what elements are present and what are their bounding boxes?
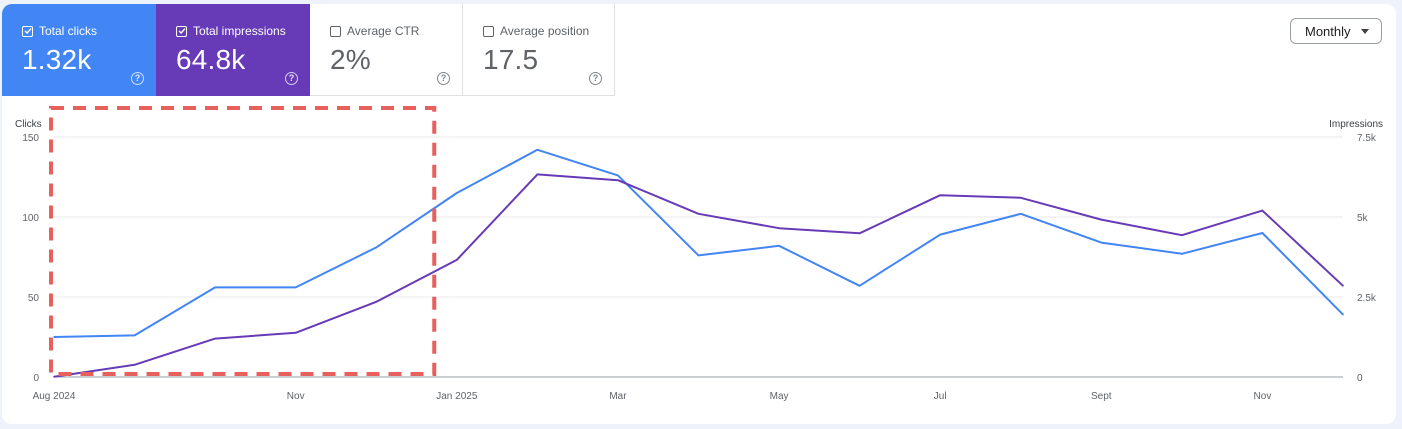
x-axis-tick-label: Nov [1254, 391, 1272, 402]
left-axis-title: Clicks [15, 119, 42, 130]
impressions-data-point [1342, 285, 1344, 287]
impressions-data-point [294, 332, 297, 334]
highlight-box [49, 106, 437, 376]
right-axis-tick-label: 7.5k [1357, 133, 1377, 144]
clicks-data-point [1100, 241, 1103, 244]
average-position-value: 17.5 [483, 44, 539, 75]
total-impressions-header: Total impressions [176, 24, 286, 38]
x-axis-tick-label: Mar [609, 391, 627, 402]
total-impressions-value: 64.8k [176, 44, 246, 75]
checkbox-unchecked-icon[interactable] [483, 25, 494, 37]
total-clicks-tile[interactable]: Total clicks 1.32k ? [2, 4, 156, 96]
right-axis-title: Impressions [1329, 119, 1383, 130]
help-icon[interactable]: ? [437, 72, 450, 85]
help-icon[interactable]: ? [285, 72, 298, 85]
clicks-data-point [456, 192, 458, 194]
total-impressions-label: Total impressions [193, 24, 286, 38]
impressions-data-point [133, 364, 136, 366]
impressions-data-point [1100, 218, 1103, 221]
help-icon[interactable]: ? [131, 72, 144, 85]
x-axis-tick-label: Aug 2024 [33, 391, 76, 402]
average-position-tile[interactable]: Average position 17.5 ? [463, 4, 615, 96]
right-axis-tick-label: 2.5k [1357, 293, 1377, 304]
impressions-data-point [1019, 197, 1022, 199]
total-clicks-label: Total clicks [39, 24, 98, 38]
impressions-data-point [375, 301, 378, 303]
total-clicks-value: 1.32k [22, 44, 92, 75]
help-icon[interactable]: ? [589, 72, 602, 85]
average-ctr-value: 2% [330, 44, 371, 75]
impressions-data-point [939, 194, 941, 197]
clicks-data-point [133, 334, 136, 337]
left-axis-tick-label: 100 [22, 213, 39, 224]
clicks-data-point [1019, 213, 1022, 215]
right-axis-tick-label: 5k [1357, 213, 1369, 224]
checkbox-checked-icon[interactable] [176, 25, 187, 37]
left-axis-tick-label: 150 [22, 133, 39, 144]
x-axis-tick-label: Jan 2025 [436, 391, 478, 402]
performance-card: Total clicks 1.32k ? Total impressions 6… [2, 4, 1396, 424]
average-ctr-header: Average CTR [330, 24, 419, 38]
period-dropdown-value: Monthly [1305, 23, 1351, 39]
clicks-data-point [375, 246, 378, 249]
clicks-data-point [53, 336, 55, 338]
clicks-data-point [1261, 232, 1264, 234]
impressions-data-point [536, 173, 539, 176]
total-clicks-header: Total clicks [22, 24, 97, 38]
clicks-data-point [697, 254, 700, 257]
impressions-series-line [53, 173, 1344, 378]
x-axis-tick-label: Jul [934, 391, 947, 402]
checkbox-unchecked-icon[interactable] [330, 25, 341, 37]
clicks-data-point [536, 149, 539, 151]
x-axis-tick-label: Sept [1091, 391, 1112, 402]
caret-down-icon [1361, 29, 1369, 34]
total-impressions-tile[interactable]: Total impressions 64.8k ? [156, 4, 310, 96]
clicks-data-point [778, 245, 780, 247]
clicks-series-line [53, 148, 1344, 338]
clicks-data-point [858, 285, 861, 287]
x-axis-tick-label: May [770, 391, 789, 402]
impressions-data-point [778, 227, 780, 229]
impressions-data-point [53, 375, 55, 378]
impressions-data-point [617, 179, 619, 181]
right-axis-tick-label: 0 [1357, 373, 1363, 384]
clicks-data-point [1342, 313, 1344, 316]
impressions-data-point [1261, 209, 1264, 212]
left-axis-tick-label: 0 [33, 373, 39, 384]
impressions-data-point [697, 213, 700, 215]
clicks-data-point [617, 174, 619, 177]
clicks-data-point [1181, 253, 1183, 255]
impressions-data-point [1181, 234, 1183, 237]
impressions-data-point [858, 232, 861, 235]
average-ctr-label: Average CTR [347, 24, 420, 38]
average-ctr-tile[interactable]: Average CTR 2% ? [310, 4, 463, 96]
period-dropdown[interactable]: Monthly [1290, 18, 1382, 44]
average-position-header: Average position [483, 24, 589, 38]
impressions-data-point [214, 337, 216, 340]
checkbox-checked-icon[interactable] [22, 25, 33, 37]
impressions-data-point [456, 259, 458, 261]
average-position-label: Average position [500, 24, 590, 38]
clicks-data-point [214, 286, 216, 289]
performance-chart: Clicks Impressions 0 50 100 150 0 2.5k 5k 7.5k A… [15, 106, 1383, 402]
clicks-data-point [939, 233, 941, 236]
left-axis-tick-label: 50 [28, 293, 40, 304]
x-axis-tick-label: Nov [287, 391, 305, 402]
clicks-data-point [294, 286, 297, 289]
